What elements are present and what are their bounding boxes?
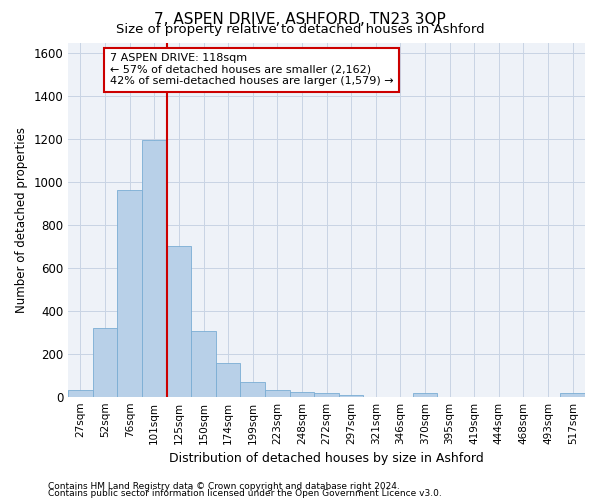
Bar	[191, 331, 216, 396]
Text: 7 ASPEN DRIVE: 118sqm
← 57% of detached houses are smaller (2,162)
42% of semi-d: 7 ASPEN DRIVE: 118sqm ← 57% of detached …	[110, 53, 393, 86]
Bar	[118, 190, 142, 396]
Y-axis label: Number of detached properties: Number of detached properties	[15, 126, 28, 312]
Text: Size of property relative to detached houses in Ashford: Size of property relative to detached ho…	[116, 22, 484, 36]
Bar	[290, 392, 314, 396]
X-axis label: Distribution of detached houses by size in Ashford: Distribution of detached houses by size …	[169, 452, 484, 465]
Bar	[413, 394, 437, 396]
Text: Contains public sector information licensed under the Open Government Licence v3: Contains public sector information licen…	[48, 490, 442, 498]
Bar	[167, 246, 191, 396]
Bar	[265, 390, 290, 396]
Bar	[142, 140, 167, 396]
Bar	[93, 328, 118, 396]
Bar	[560, 394, 585, 396]
Bar	[216, 364, 241, 396]
Bar	[339, 394, 364, 396]
Text: 7, ASPEN DRIVE, ASHFORD, TN23 3QP: 7, ASPEN DRIVE, ASHFORD, TN23 3QP	[154, 12, 446, 28]
Bar	[314, 394, 339, 396]
Text: Contains HM Land Registry data © Crown copyright and database right 2024.: Contains HM Land Registry data © Crown c…	[48, 482, 400, 491]
Bar	[68, 390, 93, 396]
Bar	[241, 382, 265, 396]
